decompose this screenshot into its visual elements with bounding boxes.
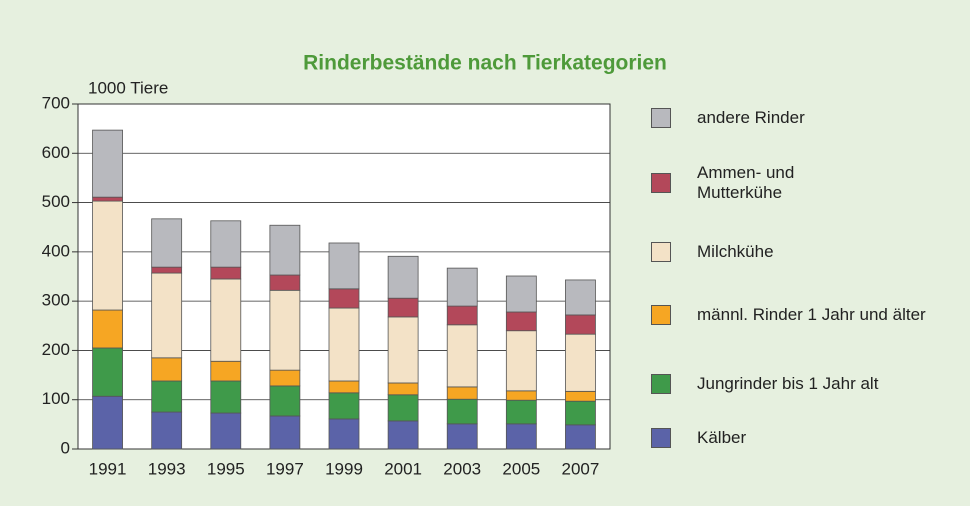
x-tick-label: 1997 [266,459,304,478]
bar-segment [92,196,123,202]
chart-title: Rinderbestände nach Tierkategorien [303,52,667,75]
legend-label: Ammen- und Mutterkühe [697,163,795,202]
bar-segment [565,390,596,402]
legend-label: Milchkühe [697,242,774,261]
y-tick-label: 500 [42,192,70,211]
bar-segment [565,314,596,335]
bar-segment [210,220,242,268]
bar-segment [269,369,301,387]
bar-segment [151,272,183,359]
bar-segment [151,218,183,268]
bar-segment [565,333,596,392]
bar-segment [505,423,537,450]
bar-segment [387,255,419,299]
y-tick-label: 600 [42,143,70,162]
legend-label: Jungrinder bis 1 Jahr alt [697,374,879,393]
bar-segment [151,266,183,274]
bar-segment [269,274,301,291]
bar-segment [505,330,537,392]
x-tick-label: 2001 [384,459,422,478]
bar-segment [446,324,478,388]
bar-segment [328,392,360,420]
bar-segment [328,288,360,309]
bar-segment [151,411,183,450]
bar-segment [565,400,596,426]
x-tick-label: 1993 [148,459,186,478]
bar-segment [210,266,242,280]
x-tick-label: 1995 [207,459,245,478]
bar-segment [151,357,183,382]
bar-segment [505,311,537,332]
bar-segment [328,418,360,450]
bar-segment [505,275,537,313]
bar-segment [387,394,419,422]
bar-segment [92,309,123,349]
bar-segment [210,360,242,382]
bar-segment [328,242,360,290]
bar-segment [387,316,419,384]
bar-segment [565,279,596,316]
x-tick-label: 2005 [502,459,540,478]
legend-swatch [651,428,671,448]
y-tick-label: 700 [42,93,70,112]
x-tick-label: 2007 [562,459,600,478]
bar-segment [92,395,123,450]
y-tick-label: 400 [42,241,70,260]
legend-swatch [651,108,671,128]
bar-segment [92,200,123,311]
bar-segment [269,289,301,371]
bar-segment [565,424,596,450]
bar-segment [92,129,123,198]
legend-swatch [651,242,671,262]
bar-segment [446,305,478,326]
bar-segment [446,267,478,307]
bar-segment [328,380,360,394]
bar-segment [387,420,419,450]
bar-segment [210,380,242,414]
bar-segment [151,380,183,413]
x-tick-label: 1999 [325,459,363,478]
bar-segment [92,347,123,397]
y-tick-label: 300 [42,291,70,310]
legend-label: andere Rinder [697,108,805,127]
y-axis-label: 1000 Tiere [88,78,168,97]
y-tick-label: 0 [61,438,70,457]
bar-segment [269,385,301,417]
bar-segment [328,307,360,382]
x-tick-label: 2003 [443,459,481,478]
y-tick-label: 100 [42,389,70,408]
legend-label: männl. Rinder 1 Jahr und älter [697,305,926,324]
bar-segment [446,423,478,450]
bar-segment [446,386,478,400]
x-tick-label: 1991 [89,459,127,478]
legend-swatch [651,305,671,325]
bar-segment [387,382,419,396]
bar-segment [210,278,242,362]
bar-segment [269,415,301,450]
bar-segment [446,398,478,425]
legend-label: Kälber [697,428,747,447]
bar-segment [505,390,537,401]
bar-segment [269,224,301,276]
bar-segment [210,412,242,450]
bar-segment [505,399,537,425]
y-tick-label: 200 [42,340,70,359]
legend-swatch [651,374,671,394]
bar-segment [387,297,419,318]
legend-swatch [651,173,671,193]
